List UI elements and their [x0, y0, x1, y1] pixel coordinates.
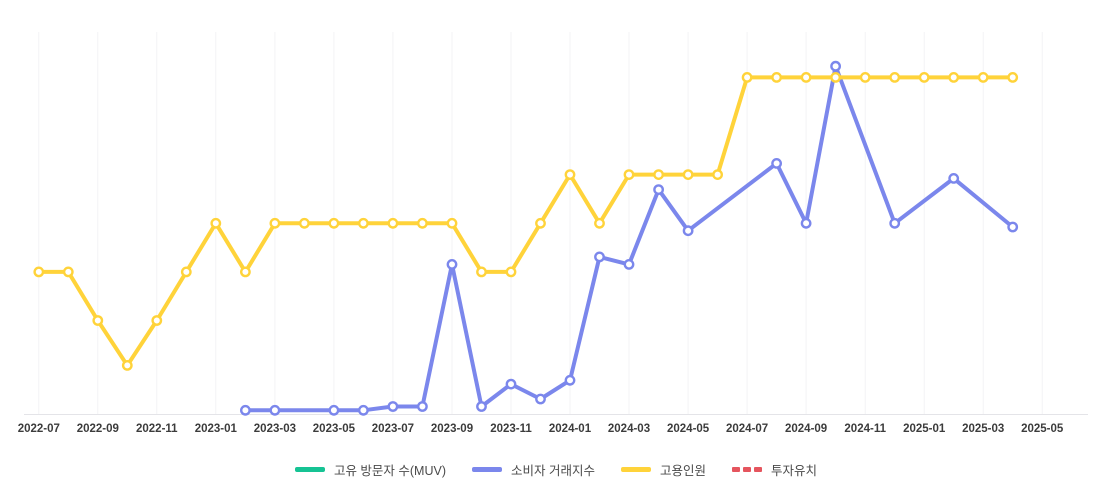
legend-item-consumer-index[interactable]: 소비자 거래지수	[472, 460, 595, 479]
x-tick-label: 2023-09	[431, 423, 473, 435]
legend-label: 고용인원	[660, 463, 707, 478]
data-point-marker	[269, 404, 281, 416]
x-tick-label: 2024-11	[844, 423, 886, 435]
data-point-marker	[830, 72, 841, 83]
data-point-marker	[92, 315, 104, 326]
data-point-marker	[653, 169, 664, 181]
data-point-marker	[416, 217, 428, 229]
data-point-marker	[1007, 72, 1019, 83]
data-point-marker	[977, 72, 989, 83]
data-point-marker	[298, 217, 310, 229]
data-point-marker	[416, 401, 428, 412]
legend-line-swatch	[621, 466, 651, 472]
data-point-marker	[151, 315, 163, 326]
data-point-marker	[800, 217, 812, 229]
data-point-marker	[62, 266, 74, 278]
x-tick-label: 2023-03	[254, 423, 296, 435]
data-point-marker	[712, 169, 723, 181]
data-point-marker	[387, 217, 399, 229]
data-point-marker	[180, 266, 192, 278]
data-point-marker	[535, 393, 546, 405]
data-point-marker	[594, 217, 605, 229]
data-point-marker	[121, 359, 133, 371]
data-point-marker	[948, 72, 960, 83]
data-point-marker	[476, 266, 487, 278]
data-point-marker	[210, 217, 222, 229]
data-point-marker	[564, 169, 576, 181]
legend-item-muv[interactable]: 고유 방문자 수(MUV)	[294, 460, 447, 479]
data-point-marker	[33, 266, 45, 278]
x-tick-label: 2024-03	[608, 423, 650, 435]
data-point-marker	[594, 251, 605, 263]
x-tick-label: 2023-07	[372, 423, 414, 435]
x-tick-label: 2022-09	[77, 423, 119, 435]
data-point-marker	[357, 404, 369, 416]
data-point-marker	[653, 184, 664, 196]
x-tick-label: 2024-01	[549, 423, 592, 435]
data-point-marker	[505, 378, 517, 390]
data-point-marker	[889, 217, 901, 229]
data-point-marker	[830, 60, 841, 72]
data-point-marker	[682, 169, 694, 181]
data-point-marker	[446, 258, 458, 270]
data-point-marker	[741, 72, 753, 83]
data-point-marker	[564, 374, 576, 386]
legend-dashed-line-swatch	[732, 466, 763, 472]
data-point-marker	[800, 72, 812, 83]
x-tick-label: 2022-11	[136, 423, 178, 435]
data-point-marker	[623, 169, 635, 181]
series-consumer-index	[239, 60, 1019, 416]
x-axis-labels: 2022-07 2022-09 2022-11 2023-01 2023-03 2023-…	[18, 423, 1064, 435]
x-tick-label: 2025-01	[903, 423, 946, 435]
x-tick-label: 2022-07	[18, 423, 60, 435]
legend-line-swatch	[294, 466, 325, 472]
data-point-marker	[328, 217, 340, 229]
x-tick-label: 2023-05	[313, 423, 356, 435]
legend-item-investment[interactable]: 투자유치	[732, 460, 817, 479]
data-point-marker	[239, 266, 251, 278]
data-point-marker	[771, 72, 782, 83]
legend-label: 투자유치	[771, 463, 818, 478]
line-chart-svg: 2022-07 2022-09 2022-11 2023-01 2023-03 2023-…	[18, 32, 1088, 435]
data-point-marker	[859, 72, 871, 83]
legend-label: 고유 방문자 수(MUV)	[333, 463, 447, 478]
data-point-marker	[1007, 221, 1019, 233]
data-point-marker	[889, 72, 901, 83]
x-tick-label: 2024-07	[726, 423, 768, 435]
series-employment	[33, 72, 1019, 371]
data-point-marker	[948, 172, 960, 184]
data-point-marker	[328, 404, 340, 416]
x-tick-label: 2024-05	[667, 423, 710, 435]
legend-label: 소비자 거래지수	[511, 463, 595, 478]
data-point-marker	[239, 404, 251, 416]
x-tick-label: 2023-01	[195, 423, 238, 435]
data-point-marker	[682, 225, 694, 237]
data-point-marker	[505, 266, 517, 278]
x-tick-label: 2023-11	[490, 423, 532, 435]
x-tick-label: 2025-03	[962, 423, 1004, 435]
data-point-marker	[269, 217, 281, 229]
data-point-marker	[535, 217, 546, 229]
chart-legend: 고유 방문자 수(MUV) 소비자 거래지수 고용인원 투자유치	[0, 454, 1112, 484]
data-point-marker	[623, 258, 635, 270]
data-point-marker	[771, 157, 782, 169]
data-point-marker	[476, 401, 487, 412]
data-point-marker	[918, 72, 930, 83]
x-tick-label: 2025-05	[1021, 423, 1064, 435]
legend-item-employment[interactable]: 고용인원	[621, 460, 706, 479]
data-point-marker	[357, 217, 369, 229]
data-point-marker	[446, 217, 458, 229]
legend-line-swatch	[472, 466, 503, 472]
data-point-marker	[387, 401, 399, 412]
x-tick-label: 2024-09	[785, 423, 827, 435]
